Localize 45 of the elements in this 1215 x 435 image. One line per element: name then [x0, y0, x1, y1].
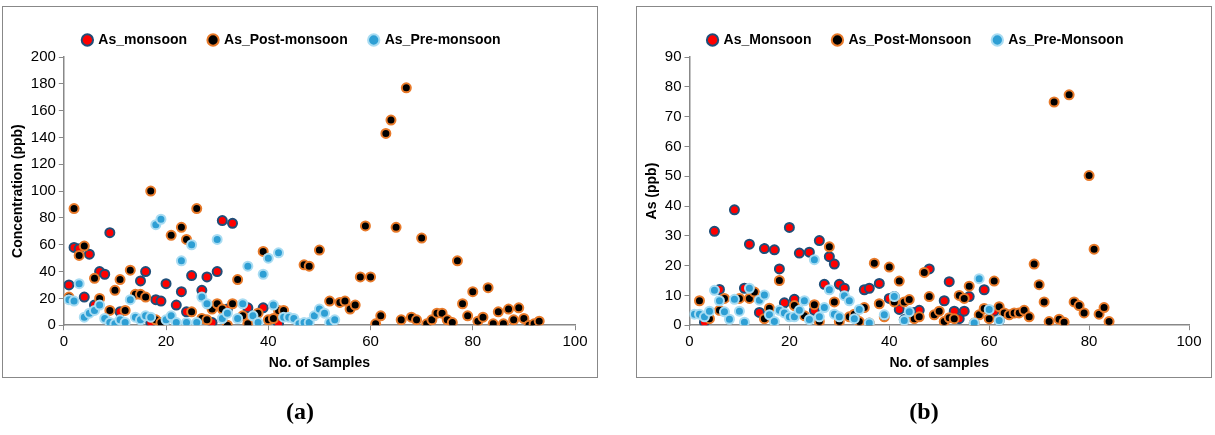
legend-label: As_monsoon — [98, 30, 188, 47]
legend-label: As_Post-Monsoon — [848, 30, 972, 47]
x-tick-label: 20 — [781, 332, 798, 350]
y-axis-title: Concentration (ppb) — [9, 124, 26, 258]
x-tick-label: 0 — [59, 332, 68, 350]
y-tick-label: 60 — [664, 136, 682, 154]
y-tick-label: 90 — [664, 47, 682, 65]
y-tick-label: 60 — [39, 234, 56, 252]
y-tick-label: 120 — [30, 154, 56, 172]
y-tick-label: 0 — [673, 315, 682, 333]
x-tick-label: 20 — [157, 332, 175, 350]
x-tick-label: 60 — [362, 332, 379, 350]
x-tick-label: 40 — [880, 332, 898, 350]
y-tick-label: 200 — [30, 47, 56, 65]
y-tick-label: 0 — [47, 315, 56, 333]
x-tick-label: 0 — [685, 332, 694, 350]
x-tick-label: 80 — [1080, 332, 1098, 350]
x-tick-label: 80 — [464, 332, 482, 350]
y-tick-label: 70 — [664, 106, 682, 124]
y-axis-title: As (ppb) — [643, 162, 660, 220]
x-axis-title: No. of Samples — [268, 354, 371, 371]
y-tick-label: 80 — [664, 76, 682, 94]
text: (b) — [908, 398, 940, 425]
y-tick-label: 20 — [39, 288, 56, 306]
x-tick-label: 40 — [259, 332, 277, 350]
legend-label: As_Monsoon — [723, 30, 812, 47]
y-tick-label: 40 — [39, 261, 56, 279]
x-tick-label: 100 — [562, 332, 588, 350]
legend-label: As_Post-monsoon — [224, 30, 348, 47]
y-tick-label: 160 — [30, 100, 56, 118]
legend-label: As_Pre-Monsoon — [1008, 30, 1124, 47]
x-tick-label: 100 — [1176, 332, 1202, 350]
y-tick-label: 180 — [30, 73, 56, 91]
y-tick-label: 100 — [30, 181, 56, 199]
x-tick-label: 60 — [980, 332, 998, 350]
text: (a) — [285, 398, 315, 425]
legend-label: As_Pre-monsoon — [384, 30, 501, 47]
y-tick-label: 140 — [30, 127, 56, 145]
x-axis-title: No. of samples — [889, 354, 990, 371]
y-tick-label: 40 — [664, 196, 682, 214]
y-tick-label: 20 — [664, 255, 682, 273]
y-tick-label: 80 — [39, 208, 56, 226]
y-tick-label: 10 — [664, 285, 682, 303]
y-tick-label: 30 — [664, 225, 682, 243]
y-tick-label: 50 — [664, 166, 682, 184]
